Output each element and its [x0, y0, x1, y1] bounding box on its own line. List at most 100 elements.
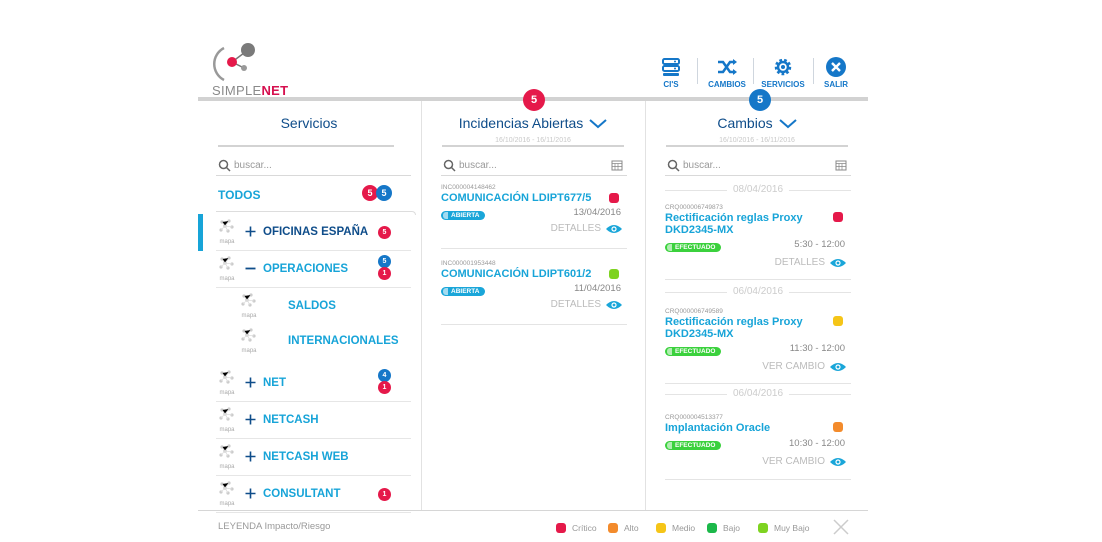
services-search-input[interactable]: buscar...: [234, 160, 272, 171]
servicios-button[interactable]: SERVICIOS: [758, 56, 808, 89]
network-map-icon[interactable]: mapa: [216, 407, 238, 433]
service-badge: 1: [378, 488, 391, 501]
services-search[interactable]: buscar...: [216, 156, 411, 176]
cambio-time: 5:30 - 12:00: [794, 239, 845, 250]
incidencia-card[interactable]: INC000004148462 COMUNICACIÓN LDIPT677/5 AB…: [441, 184, 627, 249]
service-item[interactable]: mapa OPERACIONES 5 1: [216, 251, 411, 288]
incidencia-title[interactable]: COMUNICACIÓN LDIPT601/2: [441, 268, 592, 280]
incidencias-search-input[interactable]: buscar...: [459, 160, 497, 171]
cambios-search[interactable]: buscar...: [665, 156, 851, 176]
network-map-icon[interactable]: mapa: [238, 328, 260, 354]
details-link[interactable]: VER CAMBIO: [762, 456, 825, 467]
legend-item: Muy Bajo: [758, 523, 809, 533]
legend-label: Bajo: [723, 523, 741, 533]
service-badge: 4: [378, 369, 391, 382]
cambio-title[interactable]: Rectificación reglas Proxy DKD2345-MX: [665, 212, 803, 236]
incidencias-search[interactable]: buscar...: [441, 156, 627, 176]
status-badge: EFECTUADO: [665, 347, 722, 356]
eye-icon[interactable]: [605, 223, 623, 235]
cambio-time: 10:30 - 12:00: [789, 438, 845, 449]
cambio-code: CRQ000006749873: [665, 204, 723, 211]
services-panel: Servicios buscar... TODOS 5 5 mapa OFICIN…: [198, 101, 420, 513]
details-link[interactable]: DETALLES: [774, 257, 825, 268]
legend-swatch: [556, 523, 566, 533]
network-map-icon[interactable]: mapa: [216, 219, 238, 245]
close-icon: [826, 57, 846, 77]
legend-swatch: [656, 523, 666, 533]
mapa-label: mapa: [219, 501, 235, 507]
mapa-label: mapa: [241, 348, 257, 354]
expand-plus-icon[interactable]: [245, 488, 256, 499]
expand-plus-icon[interactable]: [245, 377, 256, 388]
cambios-title[interactable]: Cambios: [646, 115, 868, 131]
cambio-title[interactable]: Implantación Oracle: [665, 422, 771, 434]
details-link[interactable]: DETALLES: [550, 223, 601, 234]
incidencias-date-range: 16/10/2016 - 16/11/2016: [495, 137, 571, 144]
legend-label: Crítico: [572, 523, 597, 533]
date-separator: 06/04/2016: [665, 388, 851, 400]
mapa-label: mapa: [219, 464, 235, 470]
chevron-down-icon: [778, 119, 797, 129]
separator-date: 06/04/2016: [726, 388, 790, 399]
eye-icon[interactable]: [829, 361, 847, 373]
eye-icon[interactable]: [829, 257, 847, 269]
cambios-count-badge: 5: [749, 89, 771, 111]
incidencia-date: 11/04/2016: [574, 283, 621, 294]
network-map-icon[interactable]: mapa: [216, 256, 238, 282]
incidencia-title[interactable]: COMUNICACIÓN LDIPT677/5: [441, 192, 592, 204]
details-link[interactable]: VER CAMBIO: [762, 361, 825, 372]
impact-indicator: [833, 422, 843, 432]
service-item[interactable]: mapa CONSULTANT 1: [216, 476, 411, 513]
cambios-search-input[interactable]: buscar...: [683, 160, 721, 171]
cambio-code: CRQ000004513377: [665, 414, 723, 421]
todos-item[interactable]: TODOS: [218, 188, 261, 202]
mapa-label: mapa: [241, 313, 257, 319]
mapa-label: mapa: [219, 427, 235, 433]
details-link[interactable]: DETALLES: [550, 299, 601, 310]
incidencias-title[interactable]: Incidencias Abiertas: [422, 115, 644, 131]
separator-date: 08/04/2016: [726, 184, 790, 195]
cambio-title[interactable]: Rectificación reglas Proxy DKD2345-MX: [665, 316, 803, 340]
legend-item: Crítico: [556, 523, 597, 533]
collapse-minus-icon[interactable]: [245, 263, 256, 274]
service-item[interactable]: mapa NET 4 1: [216, 365, 411, 402]
server-icon: [662, 58, 680, 76]
service-item[interactable]: mapa INTERNACIONALES: [238, 323, 411, 360]
network-map-icon[interactable]: mapa: [216, 370, 238, 396]
service-name: NETCASH WEB: [263, 451, 349, 463]
network-map-icon[interactable]: mapa: [238, 293, 260, 319]
cambios-button[interactable]: CAMBIOS: [702, 56, 752, 89]
close-legend-icon[interactable]: [832, 518, 850, 536]
mapa-label: mapa: [219, 239, 235, 245]
service-badge: 5: [378, 226, 391, 239]
cambio-card[interactable]: CRQ000006749589 Rectificación reglas Prox…: [665, 308, 851, 384]
service-item[interactable]: mapa SALDOS: [238, 288, 411, 325]
service-item[interactable]: mapa NETCASH: [216, 402, 411, 439]
cis-button[interactable]: CI'S: [646, 56, 696, 89]
cambio-card[interactable]: CRQ000004513377 Implantación Oracle EFECTU…: [665, 414, 851, 480]
legend-swatch: [758, 523, 768, 533]
incidencia-code: INC000004148462: [441, 184, 496, 191]
salir-button[interactable]: SALIR: [811, 56, 861, 89]
impact-indicator: [609, 193, 619, 203]
date-separator: 08/04/2016: [665, 184, 851, 196]
service-item[interactable]: mapa NETCASH WEB: [216, 439, 411, 476]
service-name: INTERNACIONALES: [288, 335, 399, 347]
network-map-icon[interactable]: mapa: [216, 444, 238, 470]
calendar-icon[interactable]: [611, 159, 623, 171]
mapa-label: mapa: [219, 276, 235, 282]
expand-plus-icon[interactable]: [245, 451, 256, 462]
service-item[interactable]: mapa OFICINAS ESPAÑA 5: [216, 214, 411, 251]
network-map-icon[interactable]: mapa: [216, 481, 238, 507]
calendar-icon[interactable]: [835, 159, 847, 171]
legend-item: Bajo: [707, 523, 740, 533]
expand-plus-icon[interactable]: [245, 226, 256, 237]
incidencia-code: INC000001953448: [441, 260, 496, 267]
legend-item: Alto: [608, 523, 639, 533]
cambios-panel: 5 Cambios 16/10/2016 - 16/11/2016 buscar…: [645, 89, 868, 510]
expand-plus-icon[interactable]: [245, 414, 256, 425]
eye-icon[interactable]: [605, 299, 623, 311]
eye-icon[interactable]: [829, 456, 847, 468]
cambio-card[interactable]: CRQ000006749873 Rectificación reglas Prox…: [665, 204, 851, 280]
incidencia-card[interactable]: INC000001953448 COMUNICACIÓN LDIPT601/2 AB…: [441, 260, 627, 325]
